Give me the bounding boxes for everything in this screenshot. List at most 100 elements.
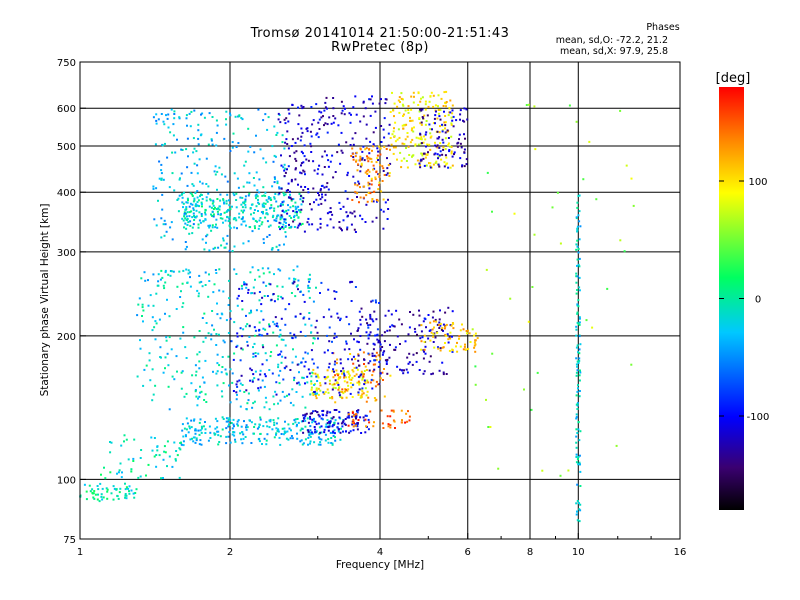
scatter-point <box>388 329 391 332</box>
scatter-point <box>199 439 202 442</box>
scatter-point <box>300 185 303 188</box>
scatter-point <box>198 395 201 398</box>
scatter-point <box>397 128 400 131</box>
scatter-point <box>197 143 200 146</box>
scatter-point <box>271 247 274 249</box>
phase-line-x: mean, sd,X: 97.9, 25.8 <box>559 46 668 57</box>
scatter-point <box>191 203 194 206</box>
scatter-point <box>367 191 370 194</box>
scatter-point <box>287 120 290 123</box>
scatter-point <box>273 273 275 276</box>
scatter-point <box>630 177 633 180</box>
scatter-point <box>302 169 305 172</box>
scatter-point <box>294 336 297 339</box>
scatter-point <box>459 109 462 112</box>
scatter-point <box>387 198 389 201</box>
scatter-point <box>452 115 455 118</box>
phase-heading: Phases <box>646 22 680 33</box>
scatter-point <box>213 170 216 173</box>
scatter-point <box>432 163 435 166</box>
scatter-point <box>359 186 361 189</box>
scatter-point <box>445 101 448 103</box>
scatter-point <box>486 171 489 174</box>
scatter-point <box>316 375 319 378</box>
scatter-point <box>575 328 578 331</box>
scatter-point <box>278 221 281 224</box>
scatter-point <box>216 384 219 387</box>
scatter-point <box>91 491 94 494</box>
scatter-point <box>288 112 291 115</box>
scatter-point <box>392 109 395 112</box>
scatter-point <box>302 431 305 434</box>
scatter-point <box>182 302 185 305</box>
scatter-point <box>373 368 376 371</box>
scatter-point <box>361 150 364 153</box>
scatter-point <box>531 286 534 288</box>
scatter-point <box>308 223 311 226</box>
scatter-point <box>210 338 213 341</box>
scatter-point <box>161 276 164 279</box>
scatter-point <box>252 211 255 214</box>
scatter-point <box>271 145 274 148</box>
scatter-point <box>314 372 317 375</box>
scatter-point <box>335 335 338 338</box>
scatter-point <box>243 281 245 284</box>
scatter-point <box>280 338 283 341</box>
scatter-point <box>284 367 286 370</box>
scatter-point <box>275 220 278 222</box>
scatter-point <box>280 350 283 353</box>
scatter-point <box>541 469 544 472</box>
scatter-point <box>257 198 259 201</box>
scatter-point <box>155 465 158 468</box>
scatter-point <box>211 310 214 312</box>
scatter-point <box>265 443 268 446</box>
scatter-point <box>369 381 372 384</box>
scatter-point <box>298 192 301 195</box>
scatter-point <box>94 493 97 496</box>
scatter-point <box>248 312 251 315</box>
scatter-point <box>353 375 356 377</box>
scatter-point <box>100 473 102 476</box>
scatter-point <box>241 384 244 386</box>
scatter-point <box>432 122 435 124</box>
scatter-point <box>160 477 162 480</box>
scatter-point <box>394 121 397 124</box>
scatter-point <box>278 244 281 247</box>
scatter-point <box>369 315 372 318</box>
scatter-point <box>289 401 292 404</box>
scatter-point <box>250 442 253 444</box>
scatter-point <box>576 245 579 248</box>
scatter-point <box>167 126 170 129</box>
scatter-point <box>309 415 311 418</box>
scatter-point <box>339 362 342 365</box>
scatter-point <box>317 203 320 206</box>
scatter-point <box>289 332 292 335</box>
scatter-point <box>437 109 440 111</box>
scatter-point <box>290 198 293 201</box>
scatter-point <box>575 272 578 275</box>
scatter-point <box>226 210 229 213</box>
scatter-point <box>272 419 275 422</box>
scatter-point <box>290 292 293 294</box>
scatter-point <box>200 443 203 446</box>
scatter-point <box>253 292 256 295</box>
scatter-point <box>381 346 384 348</box>
scatter-point <box>402 104 405 107</box>
scatter-point <box>219 193 222 196</box>
scatter-point <box>419 108 422 111</box>
scatter-point <box>345 388 348 391</box>
scatter-point <box>185 428 188 431</box>
scatter-point <box>224 368 227 371</box>
scatter-point <box>222 382 225 385</box>
scatter-point <box>219 217 222 220</box>
scatter-point <box>371 149 373 152</box>
scatter-point <box>289 193 291 196</box>
scatter-point <box>334 401 337 404</box>
scatter-point <box>219 317 222 320</box>
scatter-point <box>328 211 331 214</box>
scatter-point <box>254 278 256 281</box>
scatter-point <box>443 165 446 168</box>
scatter-point <box>354 132 357 135</box>
scatter-point <box>262 205 265 208</box>
scatter-point <box>308 317 311 320</box>
